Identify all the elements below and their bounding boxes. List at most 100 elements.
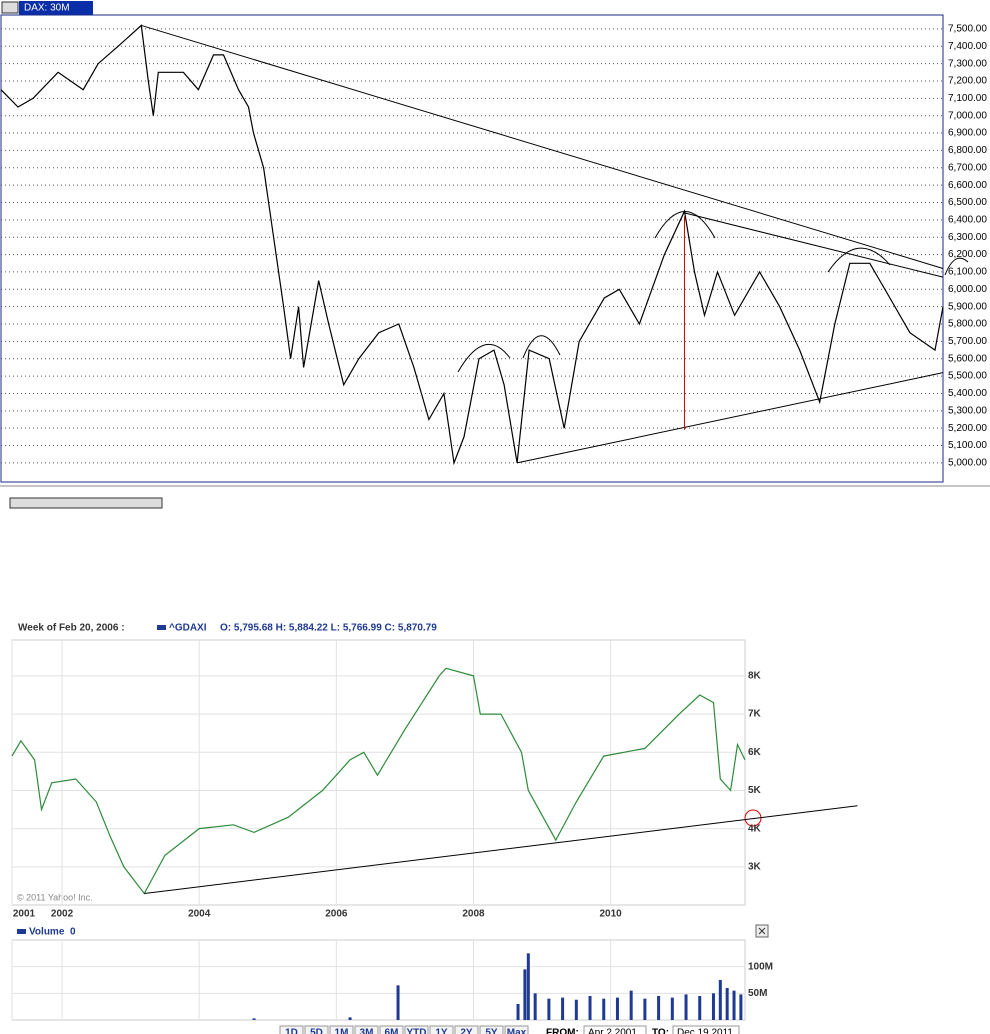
y-tick-label: 6,600.00 (948, 180, 987, 191)
y-tick-label: 5K (748, 785, 762, 796)
range-button[interactable] (379, 1025, 404, 1034)
range-button-label: Max (507, 1028, 527, 1034)
scrollbar[interactable] (9, 497, 163, 509)
y-tick-label: 5,400.00 (948, 388, 987, 399)
to-value: Dec 19 2011 (677, 1028, 733, 1034)
range-button[interactable] (279, 1025, 304, 1034)
y-tick-label: 5,500.00 (948, 371, 987, 382)
y-tick-label: 8K (748, 671, 762, 682)
volume-bar (526, 953, 530, 1020)
y-tick-label: 6,900.00 (948, 128, 987, 139)
from-label: FROM: (546, 1028, 579, 1034)
y-tick-label: 6,800.00 (948, 145, 987, 156)
range-button[interactable] (304, 1025, 329, 1034)
range-button-label: 3M (360, 1028, 374, 1034)
volume-bar (588, 996, 592, 1020)
volume-bar (657, 996, 661, 1020)
volume-bar (725, 988, 729, 1020)
y-tick-label: 6K (748, 747, 762, 758)
y-tick-label: 5,800.00 (948, 319, 987, 330)
title-tab (19, 1, 93, 15)
plot-frame (0, 14, 944, 483)
x-tick-label: 2008 (462, 909, 485, 920)
range-button-label: 5Y (485, 1028, 498, 1034)
y-tick-label: 5,100.00 (948, 440, 987, 451)
volume-bar (711, 993, 715, 1020)
credit: © 2011 Yahoo! Inc. (17, 892, 93, 902)
range-button-label: 1M (335, 1028, 349, 1034)
trend-line (141, 24, 944, 269)
y-tick-label: 5,300.00 (948, 405, 987, 416)
y-tick-label: 5,700.00 (948, 336, 987, 347)
y-tick-label: 7,100.00 (948, 93, 987, 104)
range-button-label: YTD (407, 1028, 427, 1034)
range-button[interactable] (479, 1025, 504, 1034)
range-button[interactable] (329, 1025, 354, 1034)
controls: 1D 5D 1M 3M 6M YTD 1Y 2Y 5Y Max FROM: Apr 2 2001 TO:… (279, 1025, 740, 1034)
from-input[interactable] (583, 1025, 647, 1034)
y-tick-label: 5,900.00 (948, 301, 987, 312)
volume-value: 0 (70, 927, 76, 938)
trend-line (516, 372, 944, 464)
range-button[interactable] (404, 1025, 429, 1034)
y-tick-label: 6,000.00 (948, 284, 987, 295)
volume-bar (615, 997, 619, 1020)
volume-bar (602, 998, 606, 1020)
y-tick-label: 7,200.00 (948, 76, 987, 87)
volume-bar (574, 999, 578, 1020)
range-button[interactable] (429, 1025, 454, 1034)
volume-bar (643, 998, 647, 1020)
plot-frame-3 (11, 939, 746, 1021)
range-button-label: 1Y (435, 1028, 448, 1034)
y-tick-label: 50M (748, 988, 767, 999)
volume-bar (252, 1018, 256, 1020)
y-tick-label: 100M (748, 961, 773, 972)
y-tick-label: 6,500.00 (948, 197, 987, 208)
volume-bar (547, 998, 551, 1020)
volume-bar (698, 996, 702, 1020)
price-line (11, 667, 746, 895)
volume-bar (629, 990, 633, 1020)
y-tick-label: 6,100.00 (948, 267, 987, 278)
volume-bar (684, 994, 688, 1020)
range-button-label: 1D (285, 1028, 298, 1034)
x-tick-label: 2006 (325, 909, 348, 920)
title-bar (0, 0, 990, 15)
y-tick-label: 7,400.00 (948, 41, 987, 52)
volume-bar (718, 980, 722, 1020)
volume-bar (739, 994, 743, 1020)
volume-bar (670, 997, 674, 1020)
volume-bar (516, 1004, 520, 1020)
volume-bar (348, 1017, 352, 1020)
range-button-label: 6M (385, 1028, 399, 1034)
range-button-label: 2Y (460, 1028, 473, 1034)
trend-line (684, 212, 944, 278)
y-tick-label: 7,000.00 (948, 110, 987, 121)
y-tick-label: 3K (748, 861, 762, 872)
volume-swatch (17, 929, 26, 934)
volume-bar (732, 990, 736, 1020)
chart-title: DAX: 30M (24, 3, 70, 14)
range-button[interactable] (504, 1025, 529, 1034)
y-tick-label: 5,600.00 (948, 353, 987, 364)
x-tick-label: 2001 (13, 909, 36, 920)
volume-label: Volume (29, 927, 65, 938)
to-input[interactable] (672, 1025, 740, 1034)
volume-bar (533, 993, 537, 1020)
y-tick-label: 5,000.00 (948, 458, 987, 469)
y-tick-label: 6,300.00 (948, 232, 987, 243)
x-tick-label: 2010 (599, 909, 622, 920)
range-button[interactable] (454, 1025, 479, 1034)
pattern-arcs (457, 211, 969, 373)
range-button[interactable] (354, 1025, 379, 1034)
volume-bar (561, 997, 565, 1020)
y-tick-label: 6,200.00 (948, 249, 987, 260)
y-tick-label: 6,400.00 (948, 214, 987, 225)
y-tick-label: 6,700.00 (948, 162, 987, 173)
y-tick-label: 5,200.00 (948, 423, 987, 434)
window-icon[interactable] (1, 1, 19, 14)
price-line (0, 24, 944, 466)
y-tick-label: 7K (748, 709, 762, 720)
